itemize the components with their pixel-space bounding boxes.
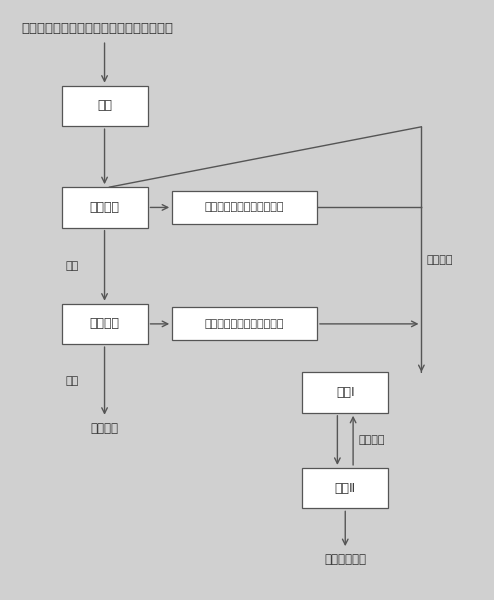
FancyBboxPatch shape: [302, 372, 388, 413]
Text: 炭浸法工艺提金后的尾矿（一定磨矿细度）: 炭浸法工艺提金后的尾矿（一定磨矿细度）: [21, 22, 173, 35]
FancyBboxPatch shape: [62, 86, 148, 126]
FancyBboxPatch shape: [62, 187, 148, 228]
Text: 底流: 底流: [66, 260, 79, 271]
FancyBboxPatch shape: [302, 468, 388, 508]
FancyBboxPatch shape: [62, 304, 148, 344]
Text: 调浆: 调浆: [97, 100, 112, 112]
FancyBboxPatch shape: [172, 307, 317, 340]
Text: 泡沫（主要是粉末载金炭）: 泡沫（主要是粉末载金炭）: [205, 319, 284, 329]
Text: 浮炭粗选: 浮炭粗选: [89, 201, 120, 214]
Text: 底流: 底流: [66, 376, 79, 386]
FancyBboxPatch shape: [172, 191, 317, 224]
Text: 最终尾矿: 最终尾矿: [90, 422, 119, 435]
Text: 精选Ⅰ: 精选Ⅰ: [336, 386, 355, 399]
Text: 精选Ⅱ: 精选Ⅱ: [334, 482, 356, 494]
Text: 浮炭扫选: 浮炭扫选: [89, 317, 120, 331]
Text: 载金炭粗精矿: 载金炭粗精矿: [324, 553, 366, 566]
Text: 泡沫（主要是粉末载金炭）: 泡沫（主要是粉末载金炭）: [205, 202, 284, 212]
Text: 中矿返回: 中矿返回: [358, 436, 384, 445]
Text: 中矿返回: 中矿返回: [426, 254, 453, 265]
